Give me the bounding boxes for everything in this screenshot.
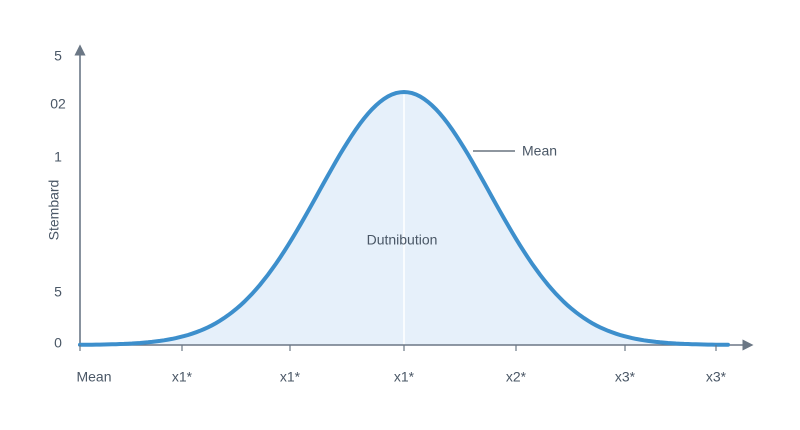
x-label: x3* xyxy=(706,369,727,385)
x-label: x1* xyxy=(280,369,301,385)
mean-label: Mean xyxy=(522,143,557,159)
y-label: 5 xyxy=(54,284,62,300)
y-label: 02 xyxy=(50,96,66,112)
y-title: Stembard xyxy=(46,180,62,241)
x-label: x1* xyxy=(394,369,415,385)
y-label: 1 xyxy=(54,149,62,165)
y-label: 5 xyxy=(54,48,62,64)
y-labels: 5 02 1 5 0 xyxy=(50,48,66,351)
x-label: x3* xyxy=(615,369,636,385)
center-label: Dutnibution xyxy=(367,232,438,248)
curve xyxy=(78,89,730,347)
y-label: 0 xyxy=(54,335,62,351)
x-labels: Mean x1* x1* x1* x2* x3* x3* xyxy=(76,345,727,385)
x-label: Mean xyxy=(76,369,111,385)
x-label: x2* xyxy=(506,369,527,385)
x-label: x1* xyxy=(172,369,193,385)
